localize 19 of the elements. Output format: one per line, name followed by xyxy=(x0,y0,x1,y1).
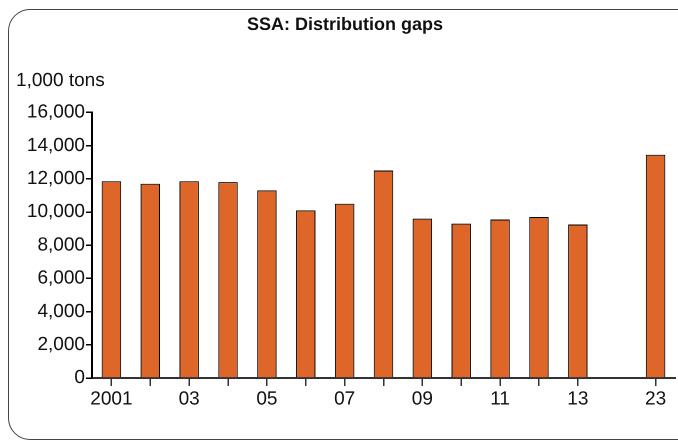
y-tick-label: 8,000 xyxy=(37,234,85,256)
x-tick-label: 07 xyxy=(334,388,356,410)
x-tick-label: 11 xyxy=(490,388,510,410)
y-tick-label: 16,000 xyxy=(26,102,85,123)
y-tick-label: 2,000 xyxy=(37,334,85,356)
y-tick-label: 0 xyxy=(74,367,85,388)
y-tick-label: 10,000 xyxy=(26,201,85,222)
x-tick-label: 23 xyxy=(644,388,666,410)
y-tick-label: 12,000 xyxy=(26,168,85,190)
y-tick-label: 6,000 xyxy=(37,268,85,289)
y-tick-label: 4,000 xyxy=(37,300,85,322)
x-tick-label: 03 xyxy=(178,388,200,410)
x-tick-label: 05 xyxy=(256,388,278,410)
x-tick-label: 09 xyxy=(412,388,433,410)
y-axis-title: 1,000 tons xyxy=(16,70,105,92)
chart-title: SSA: Distribution gaps xyxy=(246,14,444,35)
y-tick-label: 14,000 xyxy=(26,134,85,156)
x-tick-label: 2001 xyxy=(90,388,133,410)
x-tick-label: 13 xyxy=(567,388,588,410)
